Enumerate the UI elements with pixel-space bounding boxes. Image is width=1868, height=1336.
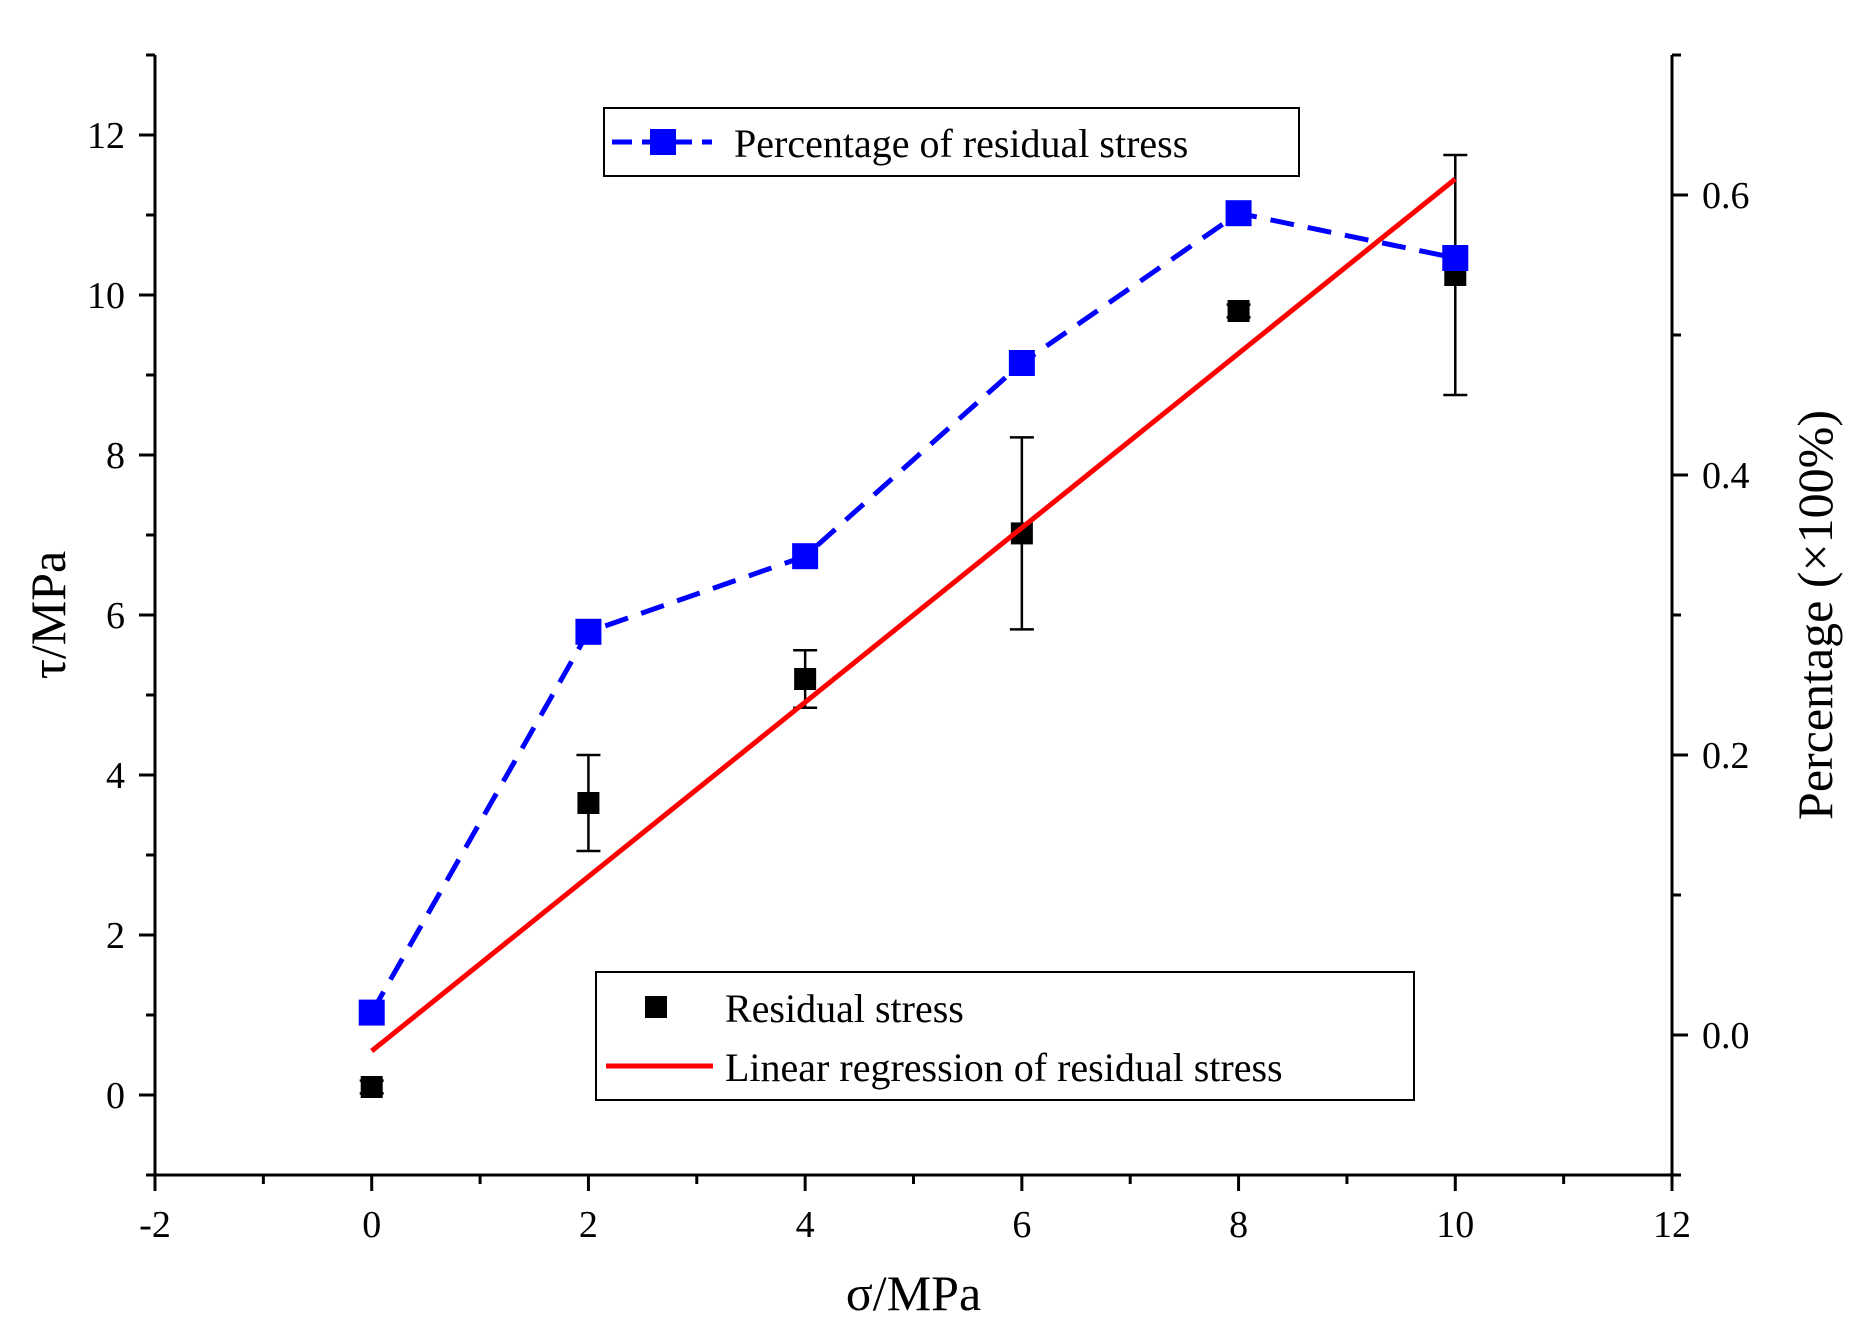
y-tick-label: 12	[87, 115, 125, 157]
y2-tick-label: 0.4	[1702, 455, 1750, 497]
residual-stress-point	[1010, 522, 1033, 545]
percentage-point	[1442, 245, 1469, 271]
legend-residual-marker-swatch	[645, 996, 667, 1018]
data-layer	[358, 153, 1469, 1098]
x-axis-title: σ/MPa	[846, 1265, 981, 1321]
x-tick-label: 2	[579, 1204, 598, 1246]
y-tick-label: 0	[106, 1075, 125, 1117]
y-tick-label: 10	[87, 275, 125, 317]
residual-stress-point	[1227, 300, 1250, 322]
legend-layer: Percentage of residual stress Residual st…	[595, 107, 1415, 1101]
y-tick-label: 6	[106, 595, 125, 637]
y-tick-label: 2	[106, 915, 125, 957]
percentage-point	[1225, 200, 1252, 227]
x-tick-label: -2	[139, 1204, 171, 1246]
legend-percentage-marker-swatch	[650, 129, 676, 155]
y-axis-title: τ/MPa	[20, 551, 76, 679]
x-tick-label: 10	[1436, 1204, 1474, 1246]
y2-axis-title: Percentage (×100%)	[1787, 410, 1843, 820]
x-tick-label: 8	[1229, 1204, 1248, 1246]
y2-tick-label: 0.6	[1702, 175, 1750, 217]
legend-residual-label: Residual stress	[725, 986, 964, 1031]
y2-tick-label: 0.0	[1702, 1015, 1750, 1057]
legend-top-box	[603, 107, 1300, 177]
linear-regression-line	[370, 177, 1457, 1053]
residual-stress-point	[360, 1076, 383, 1098]
y2-tick-label: 0.2	[1702, 735, 1750, 777]
percentage-point	[575, 618, 602, 645]
percentage-line	[369, 210, 1456, 1014]
x-tick-label: 6	[1012, 1204, 1031, 1246]
y-tick-label: 8	[106, 435, 125, 477]
percentage-point	[1008, 350, 1035, 376]
x-tick-label: 0	[362, 1204, 381, 1246]
legend-regression-label: Linear regression of residual stress	[725, 1045, 1283, 1090]
legend-bottom-box	[595, 971, 1415, 1101]
percentage-point	[792, 543, 819, 570]
legend-percentage-label: Percentage of residual stress	[734, 121, 1188, 166]
percentage-point	[358, 999, 385, 1026]
x-tick-label: 4	[796, 1204, 815, 1246]
axis-ticks: -2 0 2 4 6 8 10 12 0 2 4 6 8 10 12 0.0 0.2 0.4 0.6	[87, 53, 1750, 1246]
y-tick-label: 4	[106, 755, 125, 797]
x-tick-label: 12	[1653, 1204, 1691, 1246]
residual-stress-point	[794, 668, 817, 690]
residual-stress-point	[577, 792, 600, 814]
